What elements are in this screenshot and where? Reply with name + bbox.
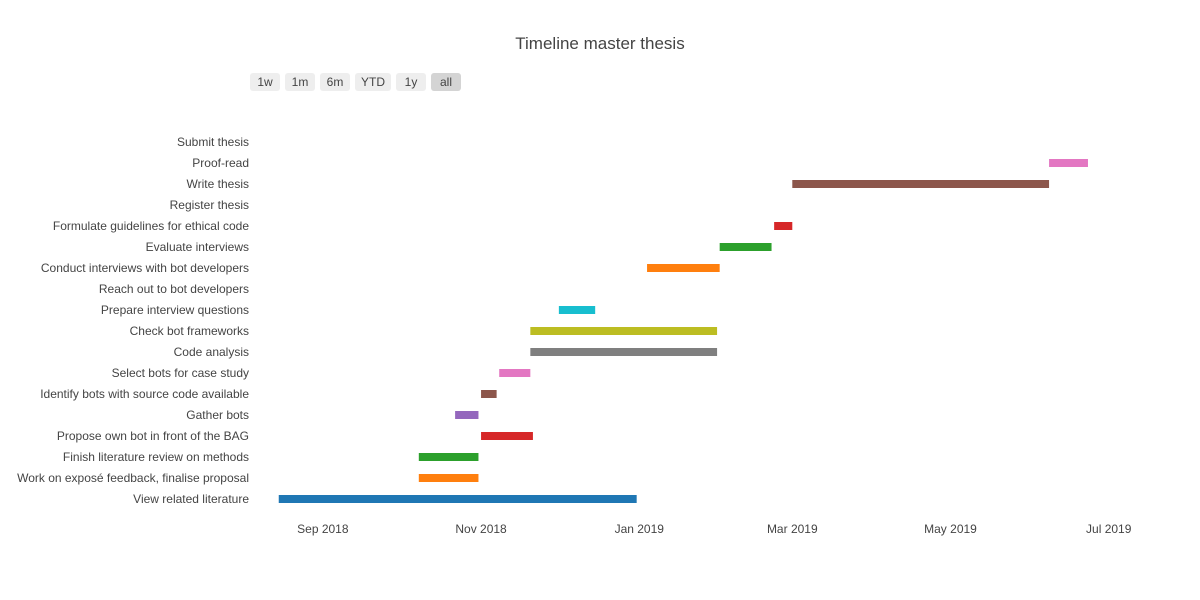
task-bar-propose-own-bot-in-front-of-the-bag[interactable]: [481, 432, 533, 440]
range-button-all[interactable]: all: [431, 73, 461, 91]
task-bar-gather-bots[interactable]: [455, 411, 479, 419]
task-label-formulate-guidelines-for-ethical-code: Formulate guidelines for ethical code: [53, 219, 249, 233]
task-bar-formulate-guidelines-for-ethical-code[interactable]: [774, 222, 793, 230]
x-tick-label: May 2019: [924, 522, 977, 536]
x-tick-label: Mar 2019: [767, 522, 818, 536]
task-label-prepare-interview-questions: Prepare interview questions: [101, 303, 249, 317]
x-tick-label: Nov 2018: [455, 522, 507, 536]
x-axis-labels: Sep 2018 Nov 2018 Jan 2019 Mar 2019 May 2019…: [297, 522, 1132, 536]
task-label-gather-bots: Gather bots: [186, 408, 249, 422]
range-selector: 1w 1m 6m YTD 1y all: [250, 73, 466, 91]
x-tick-label: Jul 2019: [1086, 522, 1132, 536]
chart-title: Timeline master thesis: [515, 34, 685, 53]
task-label-propose-own-bot-in-front-of-the-bag: Propose own bot in front of the BAG: [57, 429, 249, 443]
task-label-identify-bots-with-source-code-available: Identify bots with source code available: [40, 387, 249, 401]
task-bar-select-bots-for-case-study[interactable]: [499, 369, 531, 377]
task-label-conduct-interviews-with-bot-developers: Conduct interviews with bot developers: [41, 261, 249, 275]
task-bar-conduct-interviews-with-bot-developers[interactable]: [647, 264, 720, 272]
task-label-work-on-expos-feedback-finalise-proposal: Work on exposé feedback, finalise propos…: [17, 471, 249, 485]
task-label-code-analysis: Code analysis: [174, 345, 249, 359]
range-button-ytd[interactable]: YTD: [355, 73, 391, 91]
gantt-bars: [278, 159, 1088, 503]
y-axis-labels: Submit thesis Proof-read Write thesis Regis…: [17, 135, 249, 506]
task-label-check-bot-frameworks: Check bot frameworks: [130, 324, 249, 338]
task-bar-write-thesis[interactable]: [792, 180, 1050, 188]
task-bar-check-bot-frameworks[interactable]: [530, 327, 718, 335]
task-bar-evaluate-interviews[interactable]: [719, 243, 772, 251]
range-button-1y[interactable]: 1y: [396, 73, 426, 91]
task-bar-code-analysis[interactable]: [530, 348, 718, 356]
task-label-finish-literature-review-on-methods: Finish literature review on methods: [63, 450, 249, 464]
x-tick-label: Sep 2018: [297, 522, 349, 536]
task-label-write-thesis: Write thesis: [187, 177, 249, 191]
task-label-evaluate-interviews: Evaluate interviews: [146, 240, 249, 254]
range-button-1w[interactable]: 1w: [250, 73, 280, 91]
task-bar-finish-literature-review-on-methods[interactable]: [418, 453, 479, 461]
task-bar-prepare-interview-questions[interactable]: [558, 306, 596, 314]
task-bar-view-related-literature[interactable]: [278, 495, 637, 503]
range-button-6m[interactable]: 6m: [320, 73, 350, 91]
range-button-1m[interactable]: 1m: [285, 73, 315, 91]
task-bar-proof-read[interactable]: [1049, 159, 1088, 167]
task-label-submit-thesis: Submit thesis: [177, 135, 249, 149]
task-label-proof-read: Proof-read: [192, 156, 249, 170]
task-label-view-related-literature: View related literature: [133, 492, 249, 506]
task-label-register-thesis: Register thesis: [170, 198, 249, 212]
x-tick-label: Jan 2019: [615, 522, 665, 536]
task-label-reach-out-to-bot-developers: Reach out to bot developers: [99, 282, 249, 296]
task-bar-identify-bots-with-source-code-available[interactable]: [481, 390, 497, 398]
task-label-select-bots-for-case-study: Select bots for case study: [112, 366, 249, 380]
task-bar-work-on-expos-feedback-finalise-proposal[interactable]: [418, 474, 479, 482]
